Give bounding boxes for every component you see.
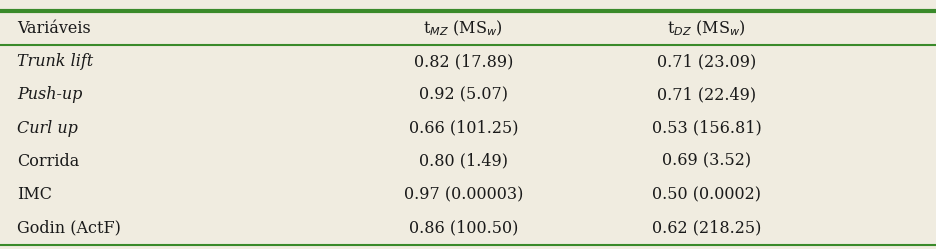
Text: Godin (ActF): Godin (ActF) <box>17 219 121 236</box>
Text: 0.66 (101.25): 0.66 (101.25) <box>409 120 518 136</box>
Text: t$_{MZ}$ (MS$_w$): t$_{MZ}$ (MS$_w$) <box>423 18 504 38</box>
Text: IMC: IMC <box>17 186 51 203</box>
Text: Variáveis: Variáveis <box>17 19 91 37</box>
Text: 0.80 (1.49): 0.80 (1.49) <box>418 153 508 170</box>
Text: 0.86 (100.50): 0.86 (100.50) <box>409 219 518 236</box>
Text: 0.50 (0.0002): 0.50 (0.0002) <box>652 186 761 203</box>
Text: t$_{DZ}$ (MS$_w$): t$_{DZ}$ (MS$_w$) <box>667 18 746 38</box>
Text: Trunk lift: Trunk lift <box>17 53 93 70</box>
Text: 0.92 (5.07): 0.92 (5.07) <box>418 86 508 103</box>
Text: 0.71 (23.09): 0.71 (23.09) <box>657 53 756 70</box>
Text: 0.69 (3.52): 0.69 (3.52) <box>662 153 752 170</box>
Text: Corrida: Corrida <box>17 153 80 170</box>
Text: Curl up: Curl up <box>17 120 78 136</box>
Text: 0.62 (218.25): 0.62 (218.25) <box>652 219 761 236</box>
Text: Push-up: Push-up <box>17 86 82 103</box>
Text: 0.97 (0.00003): 0.97 (0.00003) <box>403 186 523 203</box>
Text: 0.71 (22.49): 0.71 (22.49) <box>657 86 756 103</box>
Text: 0.82 (17.89): 0.82 (17.89) <box>414 53 513 70</box>
Text: 0.53 (156.81): 0.53 (156.81) <box>651 120 762 136</box>
